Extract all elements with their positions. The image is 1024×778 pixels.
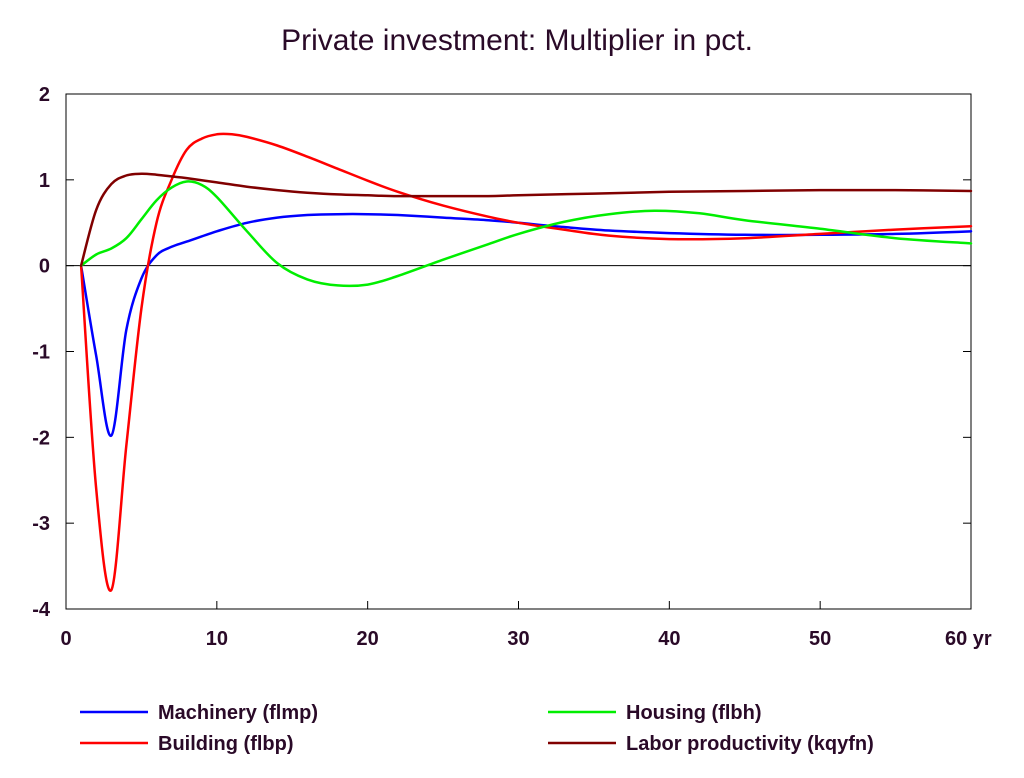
series-line-1 (79, 132, 973, 592)
y-tick-label: -4 (32, 599, 51, 621)
plot-frame (65, 93, 972, 610)
series-line-3 (79, 172, 973, 267)
series-line-0 (79, 212, 973, 437)
legend-label-0: Machinery (flmp) (158, 702, 318, 724)
x-tick-label: 20 (357, 628, 379, 650)
legend: Machinery (flmp) Housing (flbh) Building (… (80, 702, 874, 755)
y-tick-label: 2 (39, 84, 50, 106)
x-tick-label: 10 (206, 628, 228, 650)
axes: 210-1-2-3-40 10 20 30 40 50 60 yr (32, 84, 992, 650)
y-tick-label: 1 (39, 170, 50, 192)
y-tick-label: -2 (32, 427, 50, 449)
y-tick-label: -3 (32, 513, 50, 535)
x-tick-label: 0 (60, 628, 71, 650)
x-tick-label: 40 (658, 628, 680, 650)
series-line-2 (79, 180, 973, 288)
chart-title: Private investment: Multiplier in pct. (281, 24, 753, 57)
x-tick-label: 60 yr (945, 628, 992, 650)
y-tick-label: 0 (39, 256, 50, 278)
y-tick-label: -1 (32, 342, 50, 364)
legend-label-2: Housing (flbh) (626, 702, 762, 724)
legend-label-1: Building (flbp) (158, 733, 294, 755)
series-lines (79, 132, 973, 592)
x-tick-label: 30 (507, 628, 529, 650)
legend-label-3: Labor productivity (kqyfn) (626, 733, 874, 755)
x-tick-label: 50 (809, 628, 831, 650)
